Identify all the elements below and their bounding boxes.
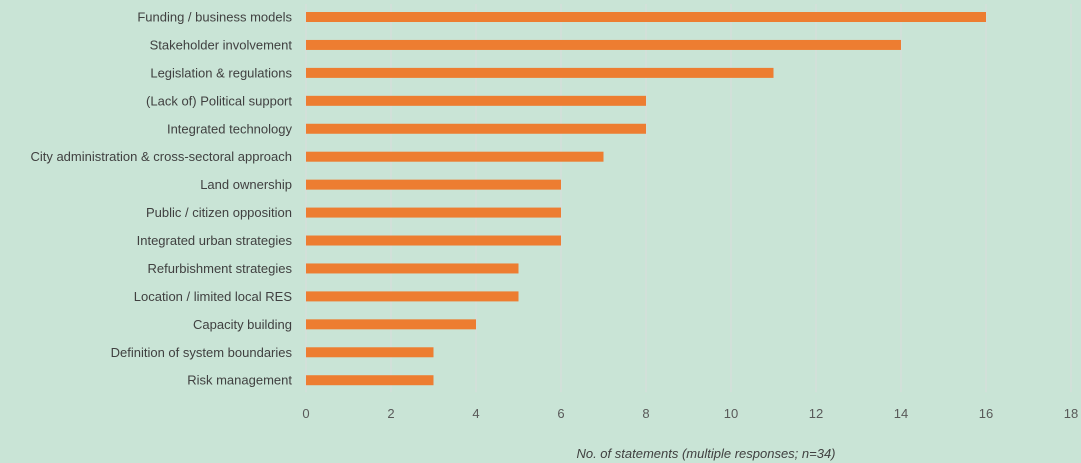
category-label: Refurbishment strategies: [147, 261, 292, 276]
bar: [306, 39, 901, 50]
bar: [306, 123, 646, 134]
bar: [306, 151, 604, 162]
category-label: Public / citizen opposition: [146, 205, 292, 220]
category-label: Integrated technology: [167, 121, 293, 136]
bar: [306, 375, 434, 386]
bar: [306, 12, 986, 22]
x-axis-title: No. of statements (multiple responses; n…: [576, 446, 835, 461]
bar: [306, 67, 774, 78]
category-label: Stakeholder involvement: [150, 37, 293, 52]
category-label: Risk management: [187, 373, 292, 388]
x-tick-label: 4: [472, 406, 479, 421]
x-tick-label: 14: [894, 406, 908, 421]
gridlines: [305, 4, 1072, 393]
x-tick-label: 2: [387, 406, 394, 421]
x-tick-labels: 0 2 4 6 8 10 12 14 16 18: [302, 406, 1078, 421]
bars: [306, 12, 986, 386]
category-label: Land ownership: [200, 177, 292, 192]
bar: [306, 263, 519, 274]
x-tick-label: 12: [809, 406, 823, 421]
x-tick-label: 8: [642, 406, 649, 421]
bar: [306, 291, 519, 302]
x-tick-label: 10: [724, 406, 738, 421]
bar: [306, 235, 561, 246]
category-label: City administration & cross-sectoral app…: [30, 149, 292, 164]
category-labels: Funding / business models Stakeholder inv…: [30, 10, 292, 388]
category-label: Definition of system boundaries: [111, 345, 293, 360]
x-tick-label: 0: [302, 406, 309, 421]
category-label: Legislation & regulations: [150, 65, 292, 80]
bar: [306, 207, 561, 218]
x-tick-label: 16: [979, 406, 993, 421]
x-tick-label: 6: [557, 406, 564, 421]
bar: [306, 179, 561, 190]
category-label: Capacity building: [193, 317, 292, 332]
category-label: Funding / business models: [137, 10, 292, 25]
x-tick-label: 18: [1064, 406, 1078, 421]
category-label: (Lack of) Political support: [146, 93, 292, 108]
bar: [306, 95, 646, 106]
bar: [306, 319, 476, 330]
category-label: Location / limited local RES: [134, 289, 293, 304]
bar: [306, 347, 434, 358]
category-label: Integrated urban strategies: [137, 233, 293, 248]
